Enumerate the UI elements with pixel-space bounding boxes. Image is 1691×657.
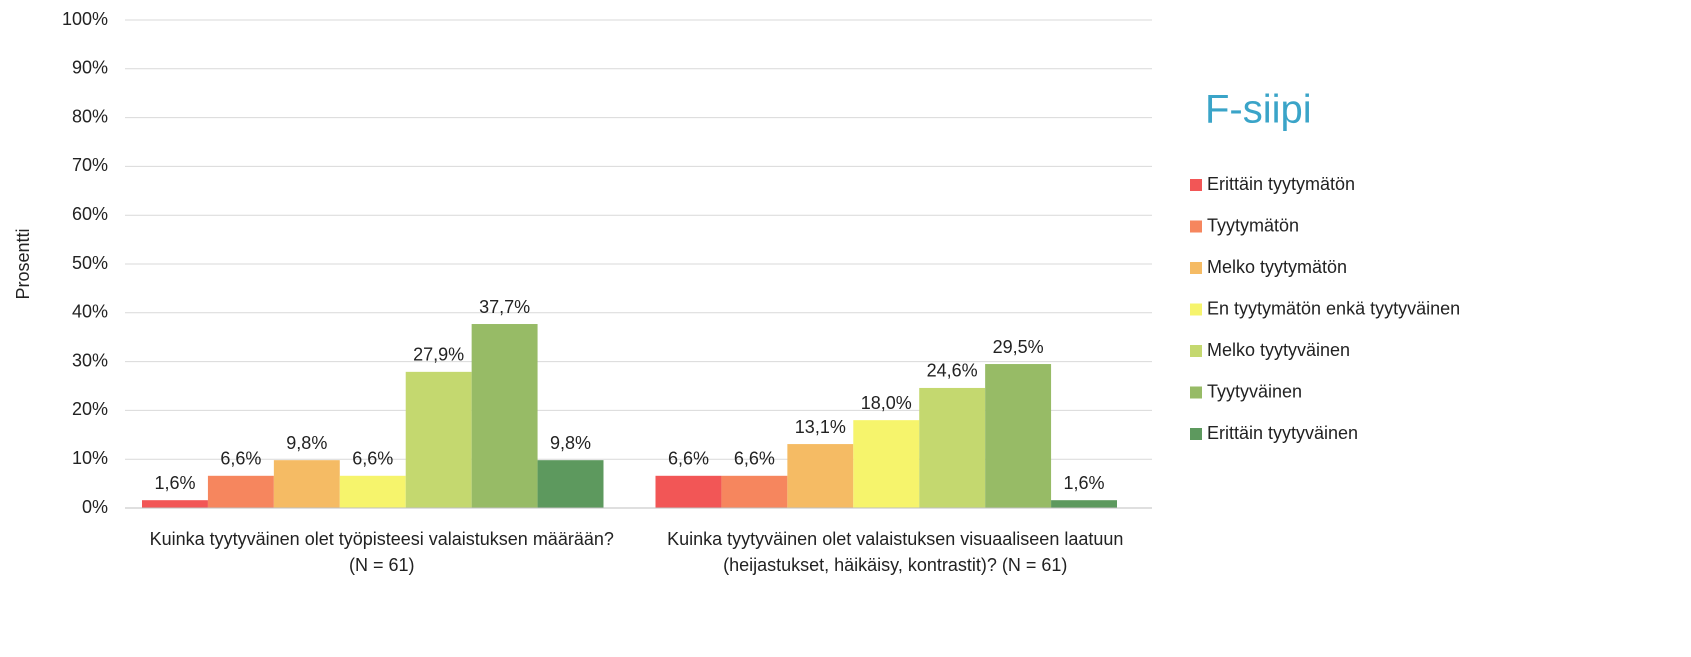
legend-label: Melko tyytyväinen — [1207, 340, 1350, 360]
y-tick-label: 50% — [72, 253, 108, 273]
data-label: 27,9% — [413, 345, 464, 365]
data-label: 1,6% — [154, 473, 195, 493]
bar — [273, 460, 340, 508]
y-axis-label: Prosentti — [13, 228, 33, 299]
data-label: 9,8% — [550, 433, 591, 453]
y-tick-label: 60% — [72, 204, 108, 224]
legend-label: En tyytymätön enkä tyytyväinen — [1207, 298, 1460, 318]
legend-label: Melko tyytymätön — [1207, 257, 1347, 277]
data-label: 29,5% — [993, 337, 1044, 357]
bar — [655, 475, 722, 508]
bar — [1051, 500, 1117, 508]
legend-label: Tyytymätön — [1207, 215, 1299, 235]
bar — [405, 371, 472, 508]
bar — [471, 324, 538, 508]
x-tick-label: Kuinka tyytyväinen olet valaistuksen vis… — [667, 529, 1123, 575]
bar — [142, 500, 208, 508]
legend-swatch — [1190, 345, 1202, 357]
y-tick-label: 30% — [72, 350, 108, 370]
data-label: 1,6% — [1064, 473, 1105, 493]
legend-swatch — [1190, 179, 1202, 191]
bar — [787, 444, 854, 508]
bar — [721, 475, 788, 508]
bar — [339, 475, 406, 508]
y-tick-label: 100% — [62, 9, 108, 29]
data-label: 37,7% — [479, 297, 530, 317]
data-label: 13,1% — [795, 417, 846, 437]
data-label: 6,6% — [220, 449, 261, 469]
y-tick-label: 0% — [82, 497, 108, 517]
bar — [919, 387, 986, 508]
bar — [853, 420, 920, 508]
legend-label: Tyytyväinen — [1207, 381, 1302, 401]
data-label: 18,0% — [861, 393, 912, 413]
y-tick-label: 90% — [72, 58, 108, 78]
legend-label: Erittäin tyytymätön — [1207, 174, 1355, 194]
legend-swatch — [1190, 386, 1202, 399]
legend-swatch — [1190, 303, 1202, 316]
bar — [207, 475, 274, 508]
y-tick-label: 80% — [72, 106, 108, 126]
y-tick-label: 20% — [72, 399, 108, 419]
y-tick-label: 70% — [72, 155, 108, 175]
legend-label: Erittäin tyytyväinen — [1207, 423, 1358, 443]
data-label: 6,6% — [734, 449, 775, 469]
legend-swatch — [1190, 220, 1202, 233]
legend-title: F-siipi — [1205, 88, 1312, 132]
bar — [985, 364, 1052, 508]
y-tick-label: 10% — [72, 448, 108, 468]
data-label: 24,6% — [927, 361, 978, 381]
y-tick-label: 40% — [72, 302, 108, 322]
data-label: 9,8% — [286, 433, 327, 453]
legend-swatch — [1190, 428, 1202, 440]
data-label: 6,6% — [668, 449, 709, 469]
legend-swatch — [1190, 262, 1202, 274]
x-tick-label: Kuinka tyytyväinen olet työpisteesi vala… — [150, 529, 614, 575]
data-label: 6,6% — [352, 449, 393, 469]
bar — [537, 460, 604, 508]
